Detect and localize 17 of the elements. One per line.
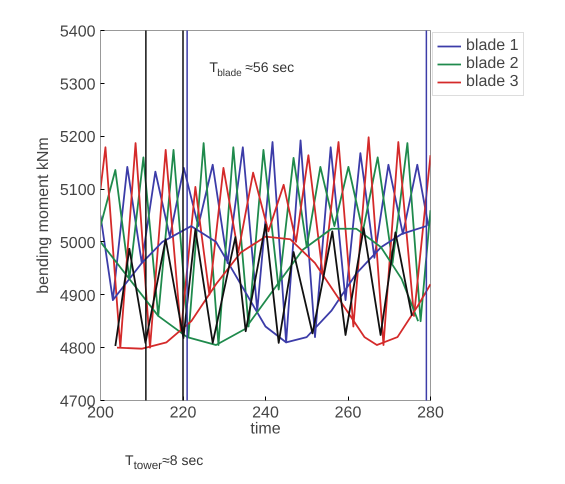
x-tick-label: 240 [252,404,279,422]
y-tick-label: 5400 [60,24,96,40]
x-tick-label: 260 [334,404,362,422]
x-tick-label: 280 [417,404,444,422]
x-tick-label: 220 [170,404,196,422]
y-axis-title: bending moment kNm [34,137,52,294]
y-tick-label: 5200 [60,129,96,146]
x-axis-title: time [250,420,281,438]
y-tick-label: 5300 [60,76,96,94]
y-tick-label: 4800 [60,340,96,358]
y-tick-label: 5000 [60,234,96,252]
y-tick-label: 4900 [60,288,96,305]
legend-label: blade 1 [466,37,518,55]
y-tick-label: 5100 [60,182,96,200]
legend-label: blade 2 [466,55,518,73]
legend-label: blade 3 [466,73,518,91]
text: T$_{tower}$≈8 sec [125,451,204,474]
